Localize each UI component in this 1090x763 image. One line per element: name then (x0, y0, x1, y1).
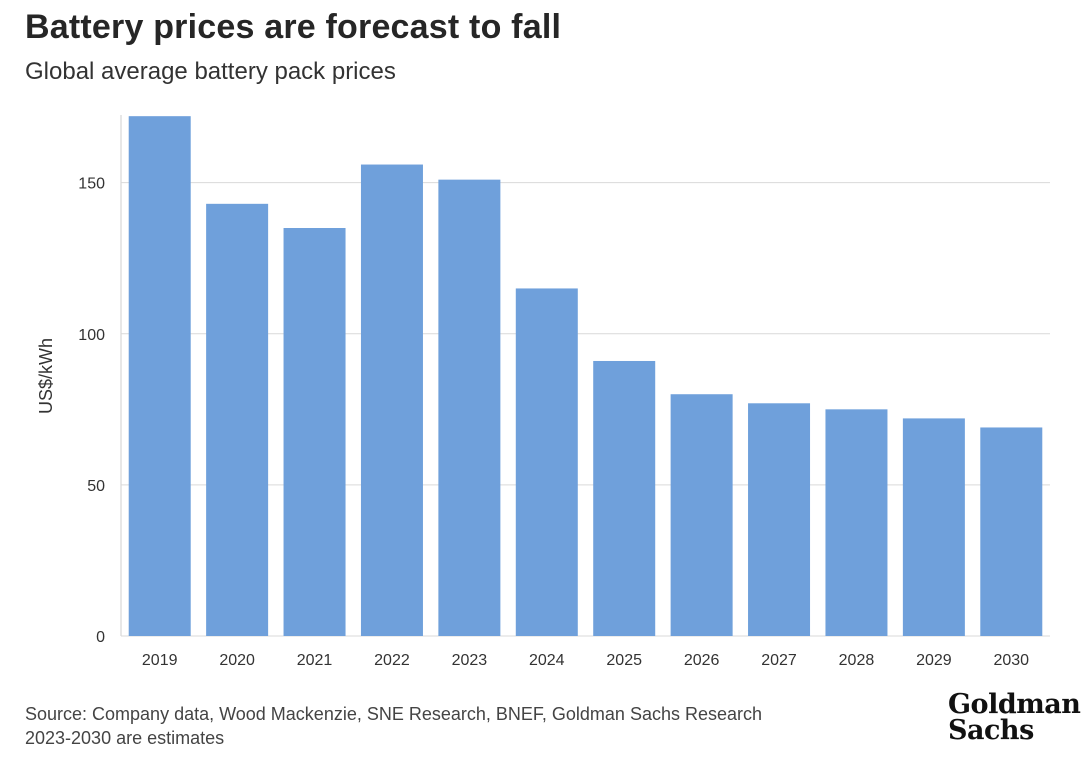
estimate-note: 2023-2030 are estimates (25, 728, 225, 748)
x-tick-label: 2027 (761, 652, 797, 669)
source-line: Source: Company data, Wood Mackenzie, SN… (25, 704, 763, 724)
x-tick-label: 2021 (297, 652, 333, 669)
x-tick-label: 2023 (452, 652, 488, 669)
bar-2028 (825, 409, 888, 636)
x-tick-labels: 2019 2020 2021 2022 2023 2024 2025 2026 2027 2028… (142, 652, 1029, 669)
bar-2019 (128, 116, 191, 636)
chart-subtitle: Global average battery pack prices (25, 58, 396, 85)
bar-2022 (360, 164, 423, 637)
logo-line-1: Goldman (948, 689, 1081, 720)
bar-2027 (748, 403, 811, 636)
x-tick-label: 2024 (529, 652, 565, 669)
y-tick-label: 50 (87, 478, 105, 495)
y-tick-labels: 0 50 100 150 (78, 176, 105, 646)
source-note: Source: Company data, Wood Mackenzie, SN… (25, 702, 762, 750)
bar-2020 (206, 203, 269, 637)
x-tick-label: 2026 (684, 652, 720, 669)
y-tick-label: 150 (78, 176, 105, 193)
bar-2023 (438, 179, 501, 636)
bar-2029 (902, 418, 965, 636)
bar-2021 (283, 228, 346, 636)
x-tick-label: 2029 (916, 652, 952, 669)
x-tick-label: 2020 (219, 652, 255, 669)
y-tick-label: 100 (78, 327, 105, 344)
y-axis-label: US$/kWh (36, 338, 56, 414)
x-tick-label: 2022 (374, 652, 410, 669)
x-tick-label: 2025 (606, 652, 642, 669)
x-tick-label: 2030 (993, 652, 1029, 669)
chart-title: Battery prices are forecast to fall (25, 8, 562, 46)
gridlines (120, 115, 1050, 637)
logo-line-2: Sachs (948, 715, 1034, 746)
bar-2024 (515, 288, 578, 636)
x-tick-label: 2019 (142, 652, 178, 669)
bars (128, 116, 1043, 637)
bar-2025 (593, 360, 656, 636)
bar-2030 (980, 427, 1043, 636)
goldman-sachs-logo: Goldman Sachs (948, 689, 1081, 746)
bar-2026 (670, 394, 733, 636)
y-tick-label: 0 (96, 629, 105, 646)
x-tick-label: 2028 (839, 652, 875, 669)
